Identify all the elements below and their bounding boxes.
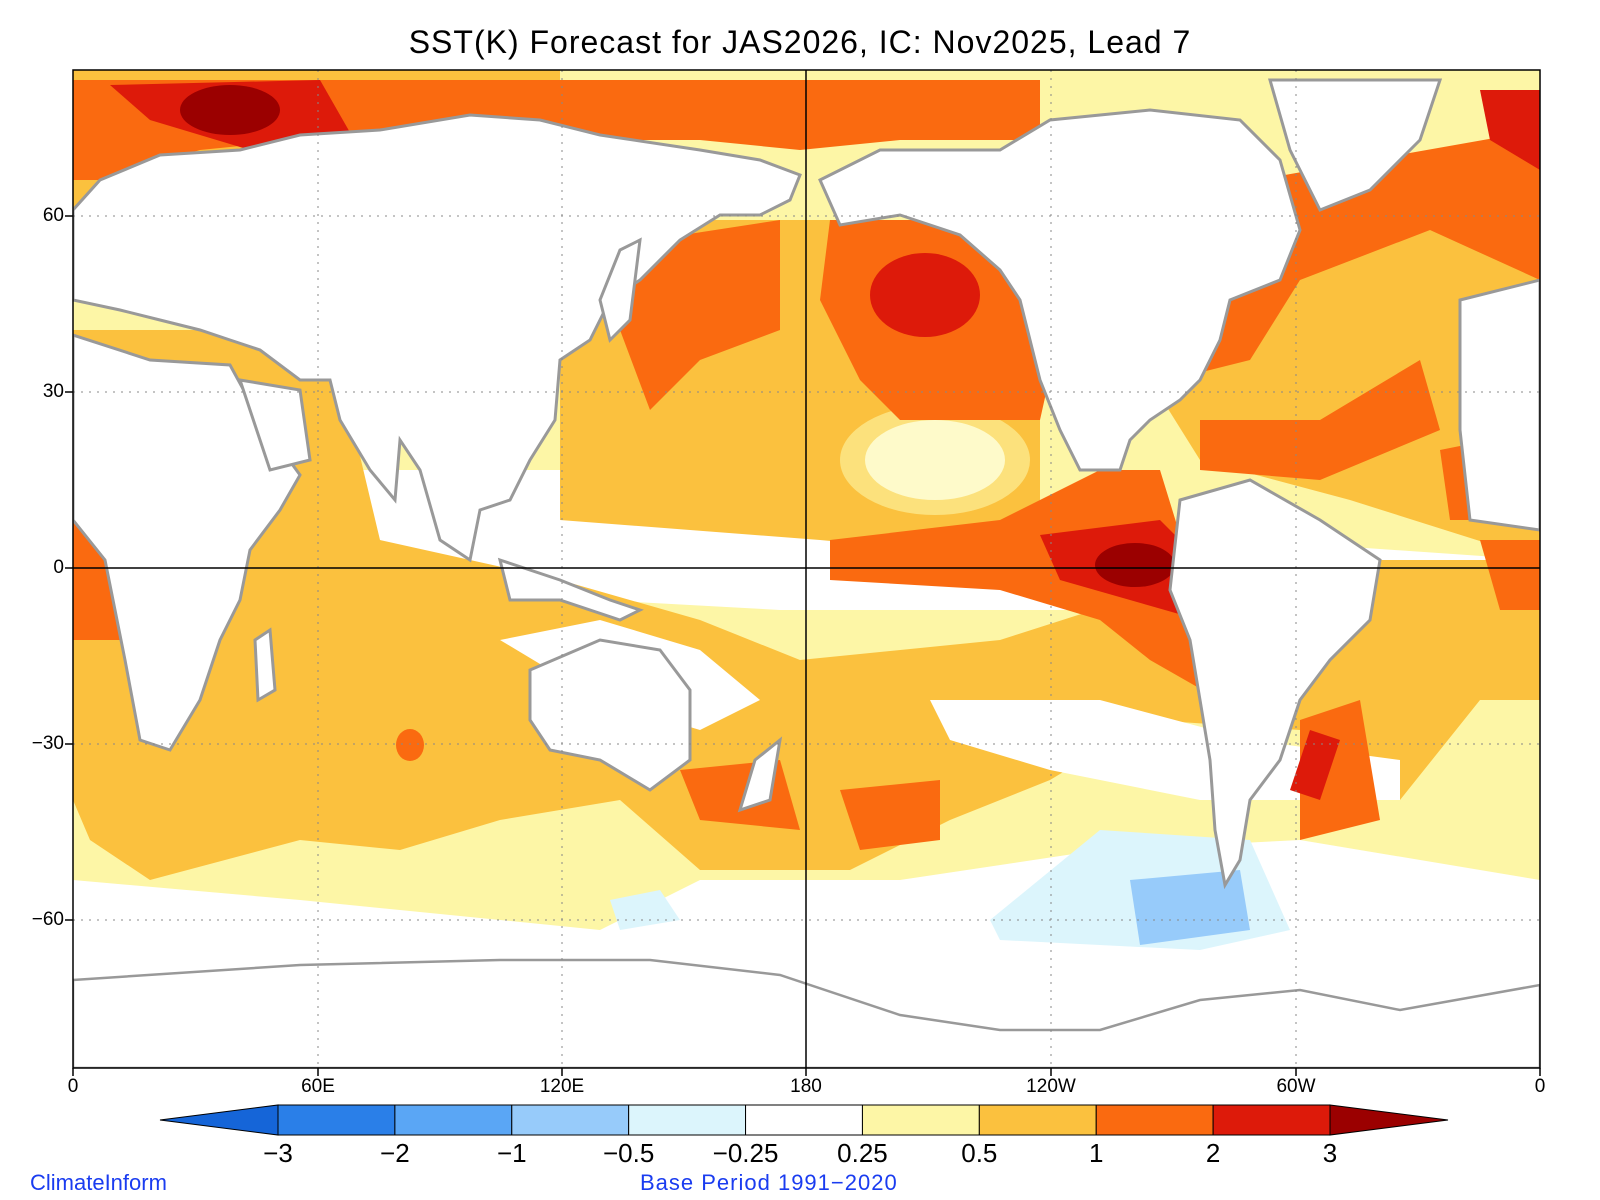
colorbar-level-label: 0.5 — [961, 1138, 998, 1168]
colorbar-level-label: −3 — [263, 1138, 293, 1168]
lat-tick-label: 0 — [53, 557, 64, 578]
landmasses — [73, 78, 1540, 890]
colorbar-swatch — [511, 1104, 630, 1136]
colorbar-level-label: −0.5 — [602, 1138, 655, 1168]
australia — [528, 638, 692, 792]
map-field — [73, 70, 1540, 1068]
base-period-label: Base Period 1991−2020 — [640, 1170, 898, 1195]
axis-ticks — [65, 215, 1541, 1076]
west-africa-east-atlantic — [1458, 278, 1540, 532]
credit-label: ClimateInform — [30, 1170, 167, 1195]
colorbar-swatch — [1212, 1104, 1331, 1136]
lon-tick-label: 180 — [790, 1076, 822, 1097]
lat-tick-label: −30 — [31, 733, 64, 754]
colorbar-level-label: −0.25 — [712, 1138, 779, 1168]
colorbar-swatch — [745, 1104, 863, 1136]
colorbar-swatch — [394, 1104, 513, 1136]
arabia — [237, 378, 312, 472]
southeast-asia-islands — [497, 557, 644, 622]
greenland — [1268, 78, 1443, 212]
colorbar-swatch — [978, 1104, 1097, 1136]
colorbar-swatch — [1329, 1104, 1449, 1136]
colorbar-swatch — [159, 1104, 279, 1136]
colorbar-level-label: −1 — [496, 1138, 527, 1168]
lon-tick-label: 120E — [539, 1076, 585, 1097]
lon-tick-label: 120W — [1026, 1076, 1076, 1097]
europe-asia — [73, 113, 802, 563]
colorbar-level-label: 3 — [1322, 1138, 1338, 1168]
anomaly-contour-neg05 — [1130, 870, 1250, 945]
lon-tick-label: 0 — [1534, 1076, 1546, 1097]
anomaly-contour-3 — [1095, 543, 1175, 587]
lon-tick-label: 60E — [301, 1076, 335, 1097]
lat-tick-label: 60 — [42, 205, 64, 226]
chart-title: SST(K) Forecast for JAS2026, IC: Nov2025… — [408, 24, 1192, 60]
lon-tick-label: 0 — [67, 1076, 79, 1097]
colorbar-level-label: 2 — [1205, 1138, 1221, 1168]
lon-tick-label: 60W — [1276, 1076, 1316, 1097]
south-america — [1168, 478, 1382, 890]
colorbar-level-label: 1 — [1088, 1138, 1104, 1168]
madagascar — [253, 627, 277, 703]
colorbar-swatch — [277, 1104, 396, 1136]
lat-tick-label: −60 — [31, 909, 64, 930]
colorbar-level-label: −2 — [380, 1138, 410, 1168]
japan — [598, 237, 642, 343]
colorbar-swatch — [1095, 1104, 1214, 1136]
lat-tick-label: 30 — [42, 381, 64, 402]
colorbar-swatch — [861, 1104, 980, 1136]
north-america — [818, 108, 1302, 472]
colorbar-swatch — [628, 1104, 747, 1136]
anomaly-contour-05 — [73, 330, 1540, 880]
anomaly-contour-2 — [870, 253, 980, 337]
colorbar-level-label: 0.25 — [837, 1138, 888, 1168]
new-zealand — [737, 736, 783, 813]
